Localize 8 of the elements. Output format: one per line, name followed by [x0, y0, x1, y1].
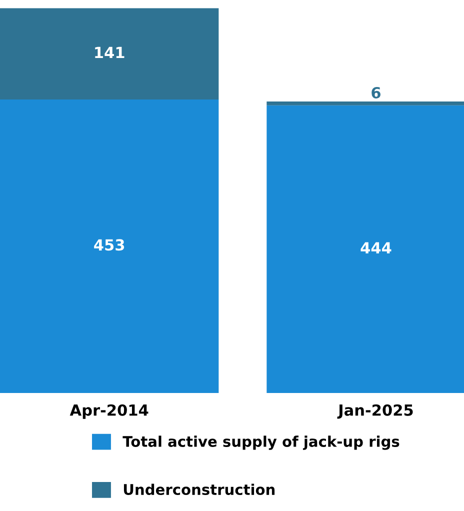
x-tick-label: Jan-2025 [337, 404, 413, 419]
legend-label: Total active supply of jack-up rigs [122, 436, 400, 450]
data-label: 444 [360, 242, 392, 254]
data-label: 141 [95, 46, 124, 58]
data-label: 453 [94, 239, 124, 251]
data-label: 6 [372, 86, 380, 98]
x-tick-label: Apr-2014 [70, 404, 148, 419]
legend-label: Underconstruction [124, 484, 275, 496]
